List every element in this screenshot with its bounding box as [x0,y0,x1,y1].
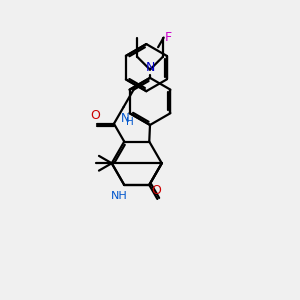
Text: N: N [145,61,155,74]
Text: N: N [121,112,129,125]
Text: F: F [165,31,172,44]
Text: NH: NH [111,191,127,201]
Text: H: H [126,117,134,127]
Text: O: O [90,109,100,122]
Text: O: O [151,184,161,196]
